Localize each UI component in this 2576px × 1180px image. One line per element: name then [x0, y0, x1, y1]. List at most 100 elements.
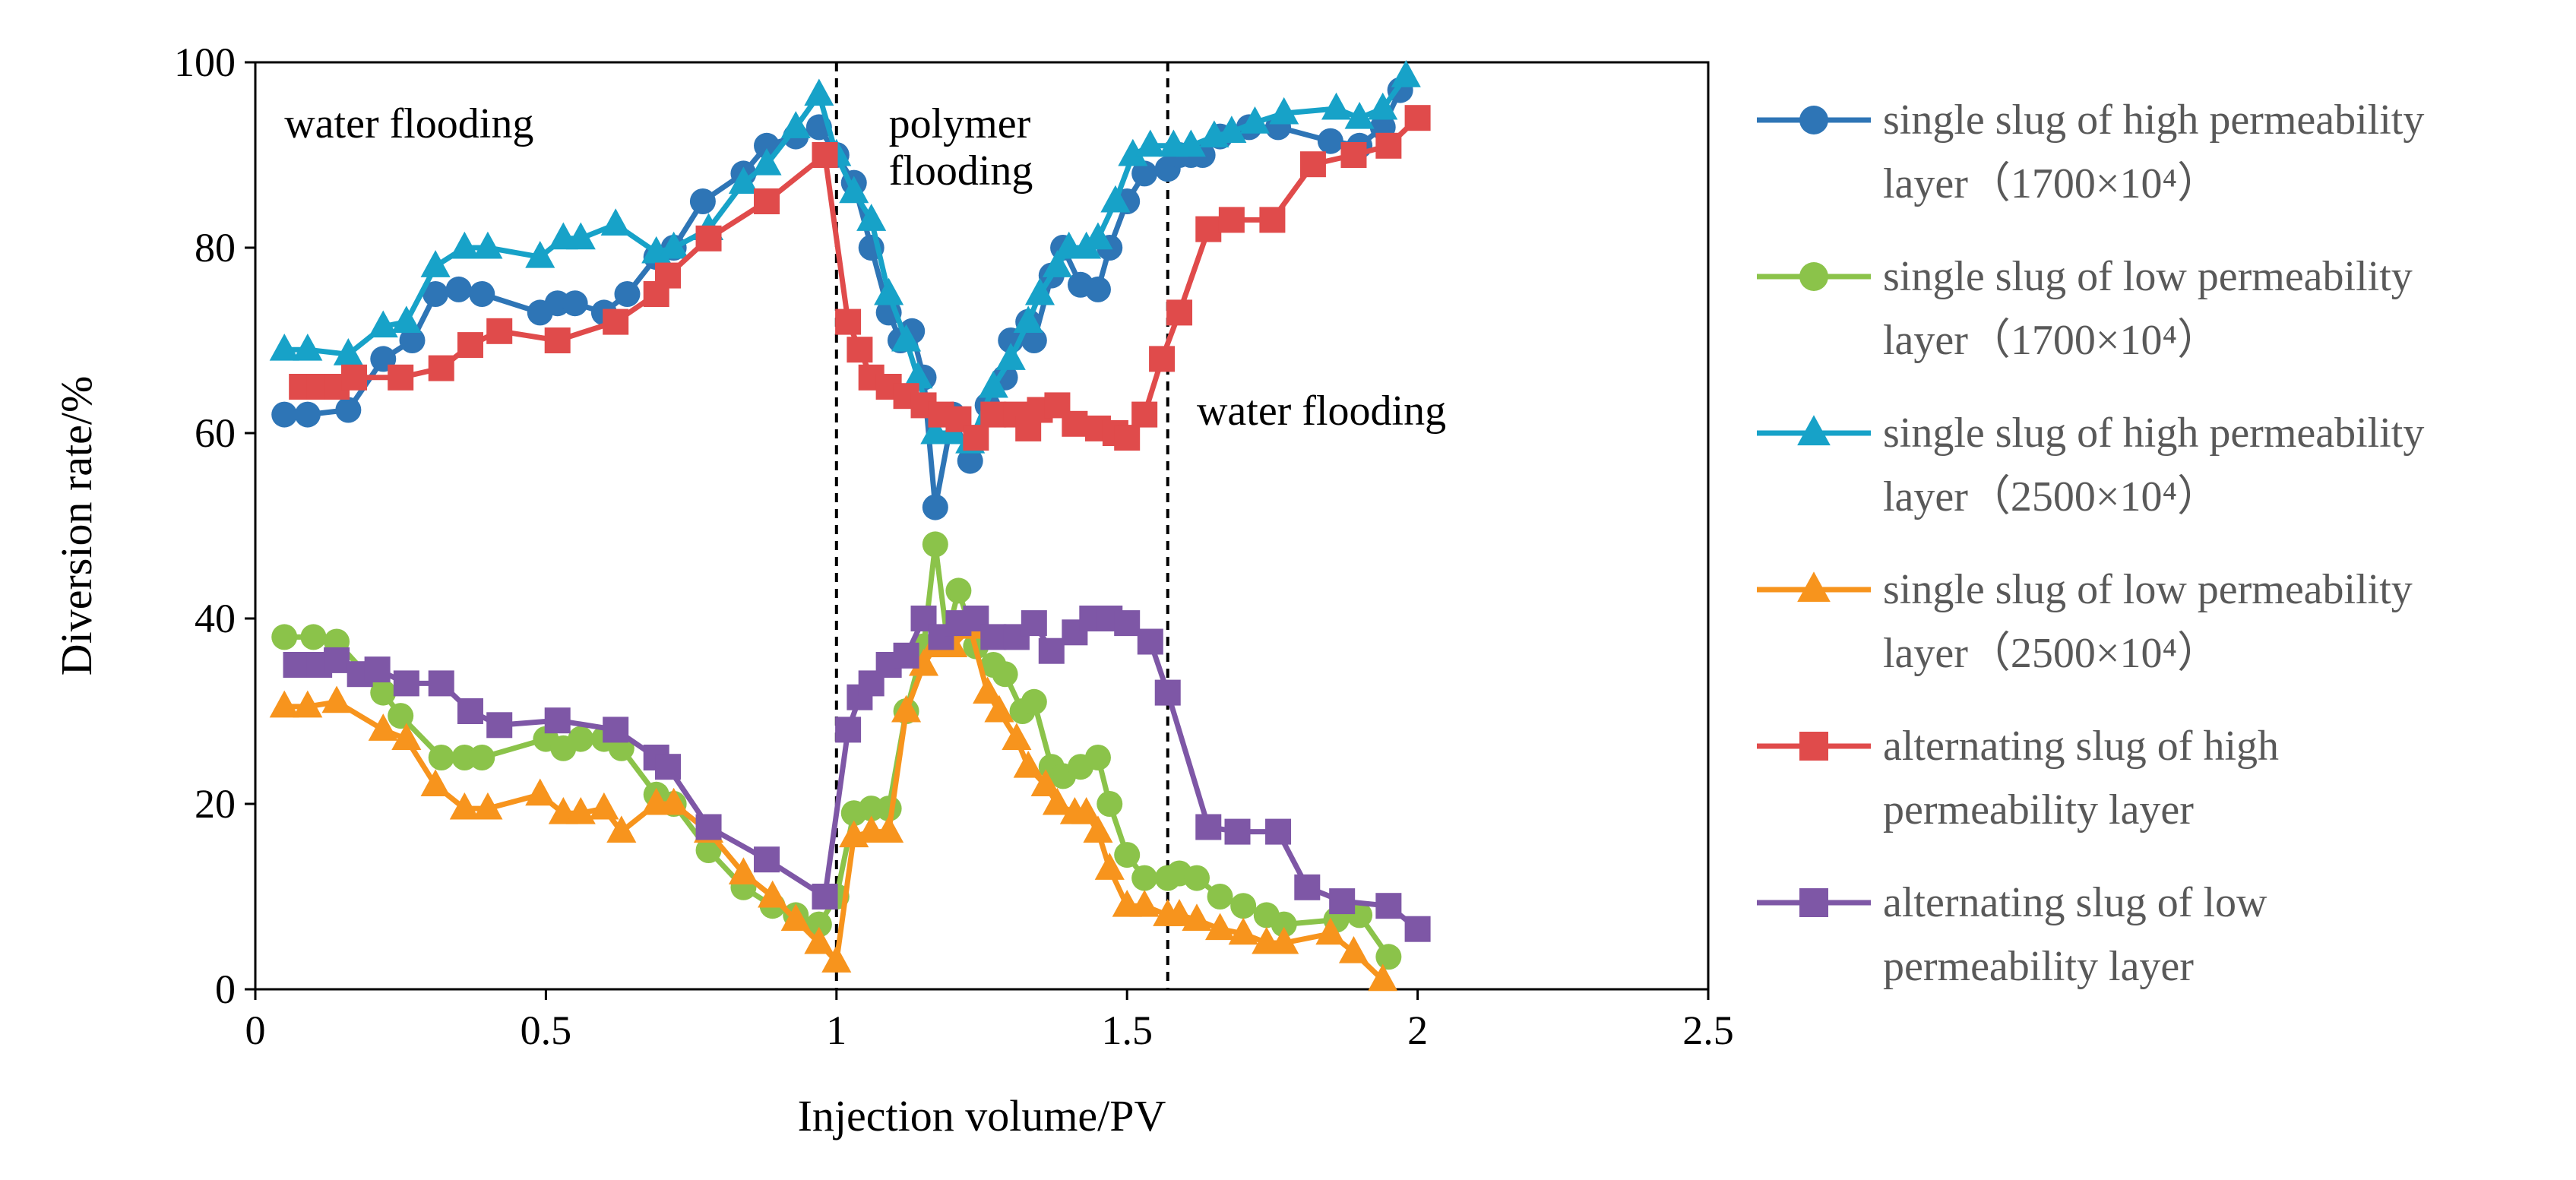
- data-point: [1062, 410, 1088, 437]
- data-point: [469, 745, 495, 770]
- data-point: [804, 78, 834, 106]
- data-point: [445, 276, 472, 302]
- data-point: [1230, 893, 1257, 919]
- x-tick-label: 1: [826, 1008, 847, 1053]
- phase-annotation: polymer flooding: [889, 100, 1033, 195]
- data-point: [1114, 425, 1141, 451]
- legend-marker: [1799, 732, 1828, 761]
- data-point: [271, 401, 298, 428]
- data-point: [1131, 401, 1158, 428]
- data-point: [1183, 865, 1210, 891]
- data-point: [1137, 628, 1163, 655]
- data-point: [754, 846, 780, 873]
- data-point: [1024, 277, 1055, 305]
- legend-entry-2: single slug of low permeability layer（170…: [1757, 253, 2413, 364]
- data-point: [1299, 151, 1326, 178]
- data-point: [659, 231, 689, 259]
- data-point: [995, 343, 1026, 370]
- data-point: [1166, 299, 1193, 326]
- plot-area-frame: [254, 61, 1710, 991]
- data-point: [874, 277, 904, 305]
- data-point: [1131, 160, 1158, 187]
- data-point: [1239, 106, 1271, 134]
- data-point: [428, 745, 454, 770]
- data-point: [565, 222, 596, 250]
- data-point: [973, 676, 1003, 704]
- x-tick-label: 1.5: [1101, 1008, 1153, 1053]
- legend-entry-5: alternating slug of high permeability lay…: [1757, 723, 2279, 834]
- data-point: [903, 361, 933, 389]
- series-5: [289, 105, 1431, 451]
- data-point: [388, 364, 414, 391]
- data-point: [1129, 889, 1160, 917]
- data-point: [922, 494, 948, 520]
- data-point: [980, 401, 1007, 428]
- data-point: [300, 624, 327, 650]
- data-point: [544, 707, 571, 734]
- data-point: [984, 694, 1014, 723]
- data-point: [1118, 138, 1148, 166]
- data-point: [1021, 610, 1047, 637]
- data-point: [1375, 893, 1402, 919]
- data-point: [957, 448, 983, 474]
- data-point: [335, 397, 362, 423]
- data-point: [420, 250, 451, 277]
- data-point: [835, 308, 862, 335]
- data-point: [1340, 142, 1367, 168]
- tick-layer: 0 0.5 1 1.5 2 2.5 0 20 40 60 80 100: [174, 40, 1734, 1053]
- data-point: [1038, 637, 1065, 664]
- data-point: [689, 188, 716, 214]
- data-point: [449, 231, 479, 259]
- data-point: [963, 425, 989, 451]
- legend-label: single slug of high permeability layer（25…: [1883, 410, 2424, 520]
- data-point: [655, 754, 682, 780]
- data-point: [754, 188, 780, 214]
- data-point: [1404, 916, 1431, 942]
- data-point: [1164, 899, 1195, 926]
- legend-entry-3: single slug of high permeability layer（25…: [1757, 410, 2424, 520]
- data-point: [1030, 769, 1061, 797]
- data-point: [1269, 96, 1299, 125]
- data-point: [364, 656, 391, 683]
- legend-marker: [1797, 571, 1831, 603]
- data-point: [908, 648, 939, 676]
- data-point: [321, 685, 352, 713]
- data-point: [695, 837, 722, 863]
- legend-entry-6: alternating slug of low permeability laye…: [1757, 879, 2267, 990]
- data-point: [603, 308, 629, 335]
- data-point: [1259, 207, 1286, 233]
- data-point: [341, 364, 368, 391]
- data-point: [283, 652, 309, 678]
- data-point: [294, 401, 321, 428]
- data-point: [1404, 105, 1431, 131]
- data-point: [333, 338, 363, 365]
- legend-marker: [1799, 262, 1828, 291]
- data-point: [457, 698, 483, 724]
- legend-entry-4: single slug of low permeability layer（250…: [1757, 566, 2413, 677]
- data-point: [1042, 787, 1072, 815]
- data-point: [1207, 884, 1233, 910]
- data-point: [1317, 128, 1343, 154]
- legend-marker: [1799, 106, 1828, 134]
- legend-label: alternating slug of high permeability lay…: [1883, 723, 2279, 834]
- data-point: [420, 769, 451, 797]
- data-point: [399, 327, 426, 353]
- data-point: [370, 679, 397, 706]
- data-point: [1344, 101, 1375, 129]
- y-axis-title: Diversion rate/%: [52, 376, 101, 676]
- x-axis-title: Injection volume/PV: [798, 1091, 1166, 1140]
- data-point: [1294, 874, 1321, 900]
- phase-annotation: water flooding: [1197, 388, 1446, 435]
- data-point: [659, 787, 689, 815]
- data-point: [293, 690, 323, 718]
- data-point: [391, 305, 422, 334]
- data-point: [1135, 129, 1166, 157]
- data-point: [473, 792, 503, 820]
- data-point: [1224, 818, 1251, 845]
- legend-entry-1: single slug of high permeability layer（17…: [1757, 96, 2424, 207]
- y-tick-label: 20: [195, 781, 236, 827]
- data-point: [856, 204, 887, 231]
- data-point: [603, 717, 629, 743]
- legend-label: single slug of low permeability layer（170…: [1883, 253, 2413, 364]
- data-point: [695, 225, 722, 252]
